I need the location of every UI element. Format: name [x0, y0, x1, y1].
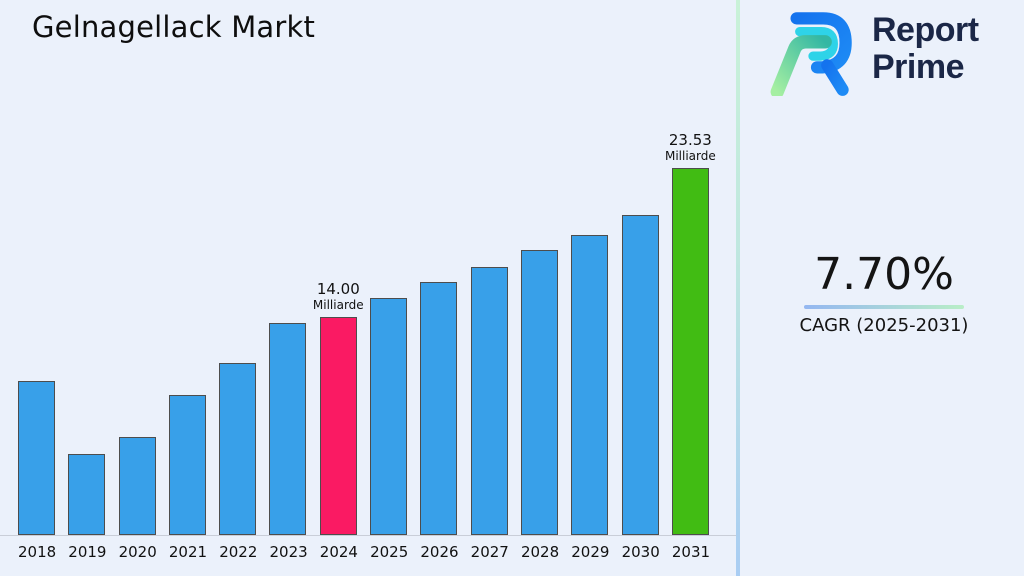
x-tick-2030: 2030 — [621, 543, 660, 561]
x-tick-2025: 2025 — [370, 543, 409, 561]
x-tick-2019: 2019 — [68, 543, 107, 561]
bar-annotation-2031: 23.53 Milliarde — [665, 131, 716, 163]
bar-column-2019 — [68, 454, 106, 535]
cagr-block: 7.70% CAGR (2025-2031) — [760, 249, 1008, 337]
bar-column-2023 — [269, 323, 307, 535]
bar-column-2030 — [621, 215, 659, 535]
bar-2023 — [269, 323, 307, 535]
vertical-divider — [736, 0, 740, 576]
bar-2026 — [420, 282, 458, 535]
x-tick-2022: 2022 — [219, 543, 258, 561]
x-tick-2021: 2021 — [168, 543, 208, 561]
x-axis-labels: 2018 2019 2020 2021 2022 2023 2024 2025 2026 2027… — [18, 543, 711, 561]
bar-2020 — [118, 437, 156, 535]
brand-logo-block: Report Prime — [766, 6, 979, 96]
bar-2027 — [470, 267, 508, 535]
bar-column-2028 — [520, 250, 558, 535]
bar-column-2020 — [118, 437, 156, 535]
bar-annotation-2024: 14.00 Milliarde — [313, 280, 364, 312]
bar-column-2029 — [571, 235, 609, 535]
x-tick-2026: 2026 — [420, 543, 459, 561]
brand-wordmark: Report Prime — [872, 12, 979, 86]
bar-2024 — [319, 317, 357, 535]
brand-name-line1: Report — [872, 11, 979, 49]
bar-column-2018 — [18, 381, 55, 535]
x-tick-2029: 2029 — [571, 543, 610, 561]
brand-name-line2: Prime — [872, 48, 964, 86]
x-tick-2023: 2023 — [269, 543, 308, 561]
x-tick-2024: 2024 — [319, 543, 358, 561]
x-tick-2028: 2028 — [520, 543, 560, 561]
bar-2029 — [571, 235, 609, 535]
bar-2031 — [671, 168, 709, 535]
bar-value-2031: 23.53 — [668, 131, 712, 149]
cagr-value: 7.70% — [814, 249, 954, 300]
bar-column-2027 — [470, 267, 508, 535]
bar-2028 — [520, 250, 558, 535]
x-tick-2031: 2031 — [671, 543, 711, 561]
cagr-underline — [804, 305, 964, 309]
bar-2025 — [370, 298, 408, 535]
bar-2030 — [621, 215, 659, 535]
bar-chart: 14.00 Milliarde 23.53 Milliarde — [18, 131, 716, 535]
bar-column-2026 — [420, 282, 458, 535]
page-title: Gelnagellack Markt — [32, 10, 316, 44]
x-tick-2020: 2020 — [118, 543, 157, 561]
bar-column-2031: 23.53 Milliarde — [665, 131, 716, 535]
bar-unit-2031: Milliarde — [664, 149, 716, 163]
bar-2019 — [68, 454, 106, 535]
bar-column-2022 — [219, 363, 257, 535]
bar-2022 — [219, 363, 257, 535]
x-tick-2027: 2027 — [470, 543, 509, 561]
x-tick-2018: 2018 — [18, 543, 57, 561]
bar-column-2021 — [168, 395, 206, 535]
bar-2018 — [18, 381, 55, 535]
bar-2021 — [168, 395, 206, 535]
bar-column-2024: 14.00 Milliarde — [313, 280, 364, 535]
bar-column-2025 — [370, 298, 408, 535]
x-axis-line — [0, 535, 738, 536]
report-prime-logo-icon — [770, 12, 852, 96]
bar-unit-2024: Milliarde — [312, 298, 364, 312]
bar-value-2024: 14.00 — [316, 280, 360, 298]
cagr-label: CAGR (2025-2031) — [799, 315, 969, 336]
